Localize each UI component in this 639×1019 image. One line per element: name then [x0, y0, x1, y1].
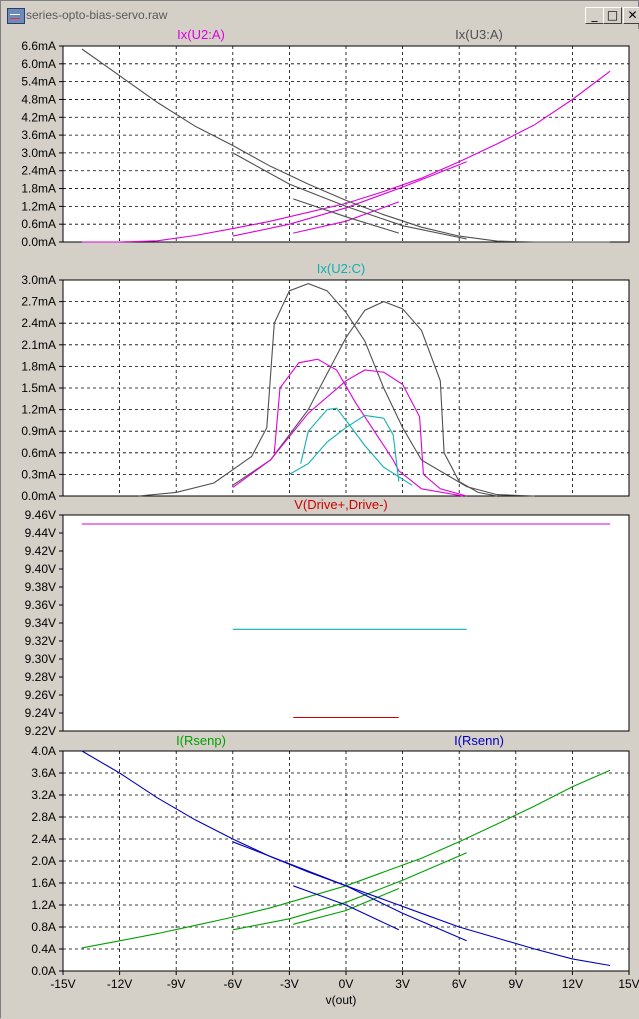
trace-series-6[interactable] [300, 407, 413, 486]
y-tick-label: 9.26V [25, 688, 56, 702]
x-tick-label: 6V [452, 977, 467, 991]
y-tick-label: 4.0A [31, 744, 56, 758]
x-axis-label: v(out) [326, 993, 357, 1007]
y-tick-label: 4.2mA [21, 110, 56, 124]
waveform-app-icon [7, 8, 25, 24]
pane-frame [62, 514, 630, 732]
trace-series-5[interactable] [232, 841, 467, 942]
trace-series-2[interactable] [232, 852, 467, 931]
x-tick-label: -9V [167, 977, 186, 991]
y-tick-label: 1.2A [31, 898, 56, 912]
trace-series-6[interactable] [293, 198, 399, 234]
y-tick-label: 1.5mA [21, 381, 56, 395]
y-tick-label: 9.30V [25, 652, 56, 666]
chart-pane-3[interactable]: 9.46V 9.44V 9.42V 9.40V 9.38V 9.36V 9.34V 9.32V… [25, 497, 630, 738]
trace-series-1[interactable] [138, 283, 535, 497]
trace-title-right[interactable]: Ix(U3:A) [455, 29, 503, 42]
trace-title-center[interactable]: Ix(U2:C) [317, 261, 365, 276]
close-button[interactable]: ✕ [623, 7, 639, 24]
y-tick-label: 9.34V [25, 616, 56, 630]
x-tick-label: -12V [107, 977, 132, 991]
y-tick-label: 9.38V [25, 580, 56, 594]
title-bar[interactable]: series-opto-bias-servo.raw _ □ ✕ [2, 2, 639, 30]
y-tick-label: 0.0A [31, 964, 56, 978]
waveform-plot-area[interactable]: 6.6mA 6.0mA 5.4mA 4.8mA 4.2mA 3.6mA 3.0mA 2.4mA… [1, 29, 639, 1019]
y-tick-label: 3.2A [31, 788, 56, 802]
x-tick-label: 15V [618, 977, 639, 991]
x-tick-label: -6V [223, 977, 242, 991]
y-tick-label: 2.4mA [21, 316, 56, 330]
y-tick-label: 9.22V [25, 724, 56, 738]
minimize-button[interactable]: _ [585, 7, 604, 24]
trace-series-2[interactable] [232, 301, 498, 497]
y-tick-label: 6.6mA [21, 39, 56, 53]
y-tick-label: 9.40V [25, 562, 56, 576]
y-tick-label: 9.36V [25, 598, 56, 612]
y-tick-label: 0.0mA [21, 489, 56, 503]
y-tick-label: 9.42V [25, 544, 56, 558]
trace-title-left[interactable]: I(Rsenp) [176, 733, 226, 748]
y-tick-label: 3.0mA [21, 273, 56, 287]
y-tick-label: 1.8mA [21, 359, 56, 373]
trace-series-6[interactable] [293, 885, 400, 931]
y-tick-label: 1.6A [31, 876, 56, 890]
trace-ix-u3-a-[interactable] [81, 48, 611, 243]
y-tick-label: 9.28V [25, 670, 56, 684]
y-tick-label: 5.4mA [21, 75, 56, 89]
y-tick-label: 3.0mA [21, 146, 56, 160]
y-tick-label: 1.2mA [21, 403, 56, 417]
y-tick-label: 2.4mA [21, 164, 56, 178]
trace-ix-u2-c-[interactable] [289, 414, 400, 482]
trace-series-3[interactable] [232, 369, 467, 497]
trace-series-5[interactable] [232, 152, 467, 240]
y-tick-label: 0.0mA [21, 235, 56, 249]
trace-title-right[interactable]: I(Rsenn) [454, 733, 504, 748]
y-tick-label: 2.8A [31, 810, 56, 824]
x-tick-label: 9V [508, 977, 523, 991]
trace-series-3[interactable] [293, 201, 399, 234]
trace-series-2[interactable] [232, 161, 467, 237]
y-tick-label: 9.44V [25, 526, 56, 540]
y-tick-label: 0.9mA [21, 424, 56, 438]
trace-title-center[interactable]: V(Drive+,Drive-) [294, 497, 388, 512]
trace-ix-u2-a-[interactable] [81, 70, 611, 243]
y-tick-label: 0.4A [31, 942, 56, 956]
y-tick-label: 2.0A [31, 854, 56, 868]
trace-title-left[interactable]: Ix(U2:A) [177, 29, 225, 42]
chart-pane-2[interactable]: 3.0mA 2.7mA 2.4mA 2.1mA 1.8mA 1.5mA 1.2mA 0.9mA… [21, 261, 630, 503]
x-tick-label: 0V [339, 977, 354, 991]
y-tick-label: 9.46V [25, 508, 56, 522]
y-tick-label: 2.7mA [21, 295, 56, 309]
y-tick-label: 0.3mA [21, 467, 56, 481]
y-tick-label: 9.24V [25, 706, 56, 720]
y-tick-label: 9.32V [25, 634, 56, 648]
trace-series-3[interactable] [293, 887, 400, 925]
y-tick-label: 2.4A [31, 832, 56, 846]
x-tick-label: -3V [280, 977, 299, 991]
y-tick-label: 3.6A [31, 766, 56, 780]
y-tick-label: 4.8mA [21, 92, 56, 106]
y-tick-label: 1.8mA [21, 182, 56, 196]
trace-series-4[interactable] [273, 358, 464, 497]
x-tick-label: 3V [395, 977, 410, 991]
chart-pane-1[interactable]: 6.6mA 6.0mA 5.4mA 4.8mA 4.2mA 3.6mA 3.0mA 2.4mA… [21, 29, 630, 249]
y-tick-label: 0.8A [31, 920, 56, 934]
y-tick-label: 2.1mA [21, 338, 56, 352]
maximize-button[interactable]: □ [603, 7, 622, 24]
y-tick-label: 3.6mA [21, 128, 56, 142]
window-title: series-opto-bias-servo.raw [26, 8, 168, 22]
x-tick-label: -15V [50, 977, 75, 991]
x-tick-label: 12V [562, 977, 583, 991]
chart-pane-4[interactable]: 4.0A 3.6A 3.2A 2.8A 2.4A 2.0A 1.6A 1.2A 0.8A 0.4A… [31, 733, 639, 1007]
y-tick-label: 1.2mA [21, 199, 56, 213]
y-tick-label: 0.6mA [21, 217, 56, 231]
y-tick-label: 6.0mA [21, 57, 56, 71]
y-tick-label: 0.6mA [21, 446, 56, 460]
